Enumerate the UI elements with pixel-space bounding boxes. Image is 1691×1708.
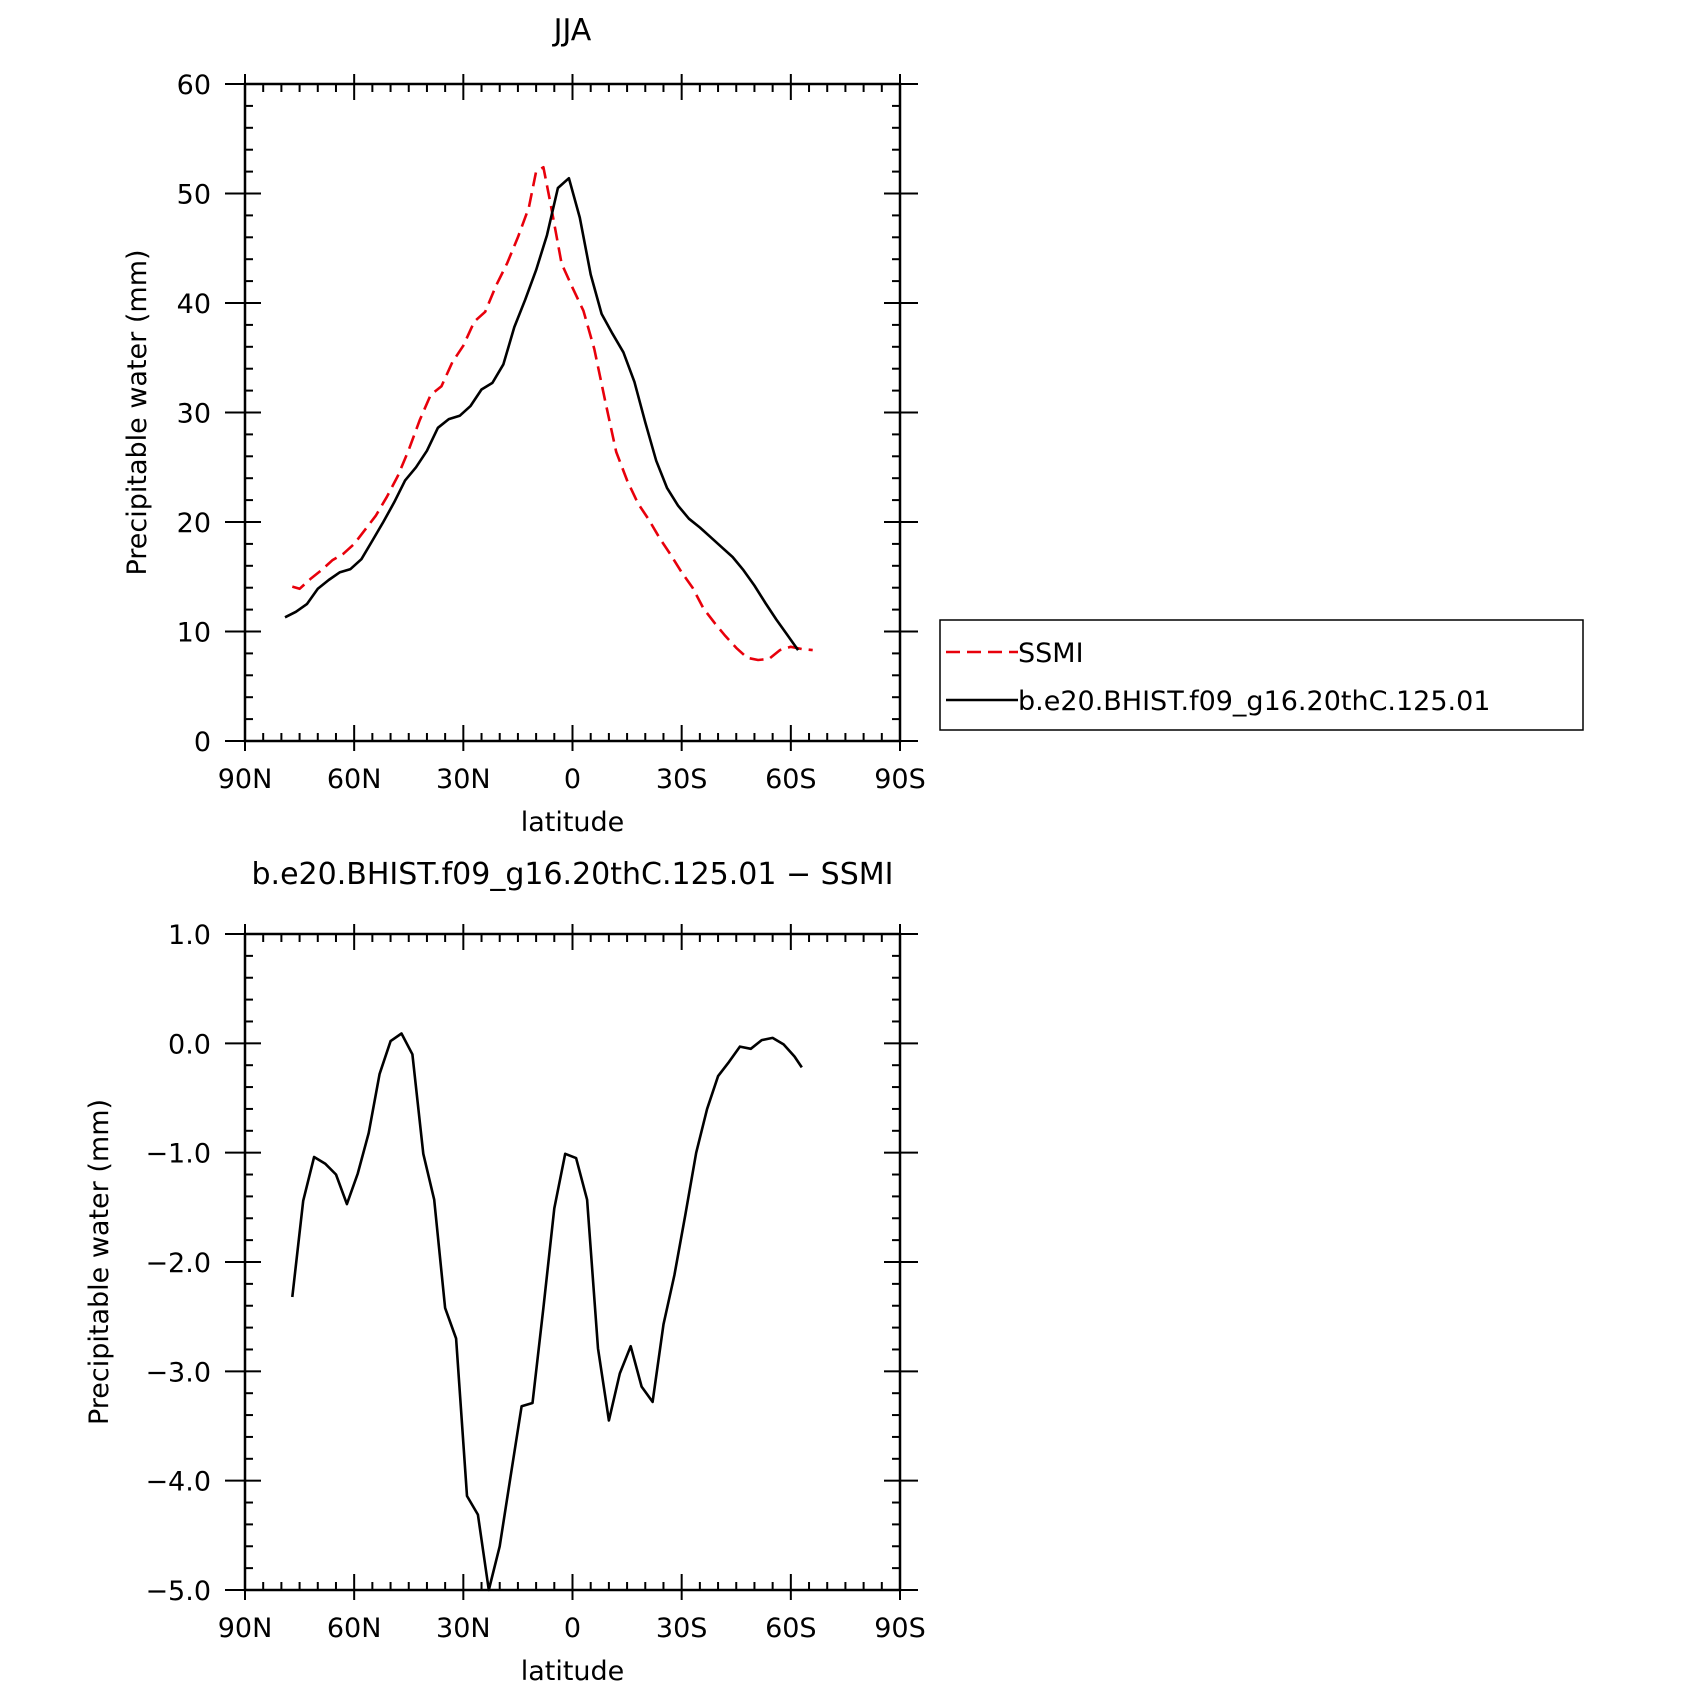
plot-frame [243, 82, 902, 743]
y-tick-label: 60 [177, 70, 211, 101]
x-tick-label: 0 [564, 1613, 581, 1644]
chart-title: JJA [552, 13, 592, 48]
y-axis-label: Precipitable water (mm) [84, 1099, 115, 1425]
y-tick-label: 40 [177, 289, 211, 320]
x-tick-label: 30N [436, 1613, 491, 1644]
x-tick-label: 30S [656, 764, 708, 795]
top-panel: JJA 90N 60N 30N 0 30S 60S 90S 0 10 20 30 40 50 60 latit… [122, 13, 1584, 838]
y-tick-label: −1.0 [145, 1139, 211, 1170]
y-tick-label: −5.0 [145, 1576, 211, 1607]
y-tick-label: −2.0 [145, 1248, 211, 1279]
y-tick-label: −3.0 [145, 1357, 211, 1388]
x-tick-label: 0 [564, 764, 581, 795]
x-tick-label: 30N [436, 764, 491, 795]
chart-title: b.e20.BHIST.f09_g16.20thC.125.01 − SSMI [252, 857, 894, 892]
bottom-panel: b.e20.BHIST.f09_g16.20thC.125.01 − SSMI 9… [84, 857, 926, 1687]
x-tick-label: 90S [874, 1613, 926, 1644]
x-axis-label: latitude [521, 1656, 625, 1687]
y-tick-label: 30 [177, 399, 211, 430]
y-tick-label: −4.0 [145, 1467, 211, 1498]
x-tick-label: 60N [327, 764, 382, 795]
series-line-ssmi [291, 165, 813, 662]
plot-frame [243, 932, 902, 1592]
y-axis-label: Precipitable water (mm) [122, 249, 153, 575]
legend-box [939, 619, 1584, 731]
x-axis-label: latitude [521, 807, 625, 838]
x-tick-label: 30S [656, 1613, 708, 1644]
x-tick-label: 90N [218, 764, 273, 795]
x-tick-label: 60S [765, 764, 817, 795]
x-tick-label: 90S [874, 764, 926, 795]
y-tick-label: 20 [177, 508, 211, 539]
legend-entry: SSMI [1018, 638, 1084, 669]
legend-entry: b.e20.BHIST.f09_g16.20thC.125.01 [1018, 686, 1490, 717]
y-tick-label: 10 [177, 618, 211, 649]
x-tick-label: 90N [218, 1613, 273, 1644]
series-line-model [291, 1032, 803, 1592]
y-tick-label: 0 [194, 727, 211, 758]
y-tick-label: 50 [177, 180, 211, 211]
y-tick-label: 0.0 [168, 1029, 211, 1060]
x-tick-label: 60S [765, 1613, 817, 1644]
y-tick-label: 1.0 [168, 920, 211, 951]
x-tick-label: 60N [327, 1613, 382, 1644]
series-line-model [284, 176, 800, 651]
